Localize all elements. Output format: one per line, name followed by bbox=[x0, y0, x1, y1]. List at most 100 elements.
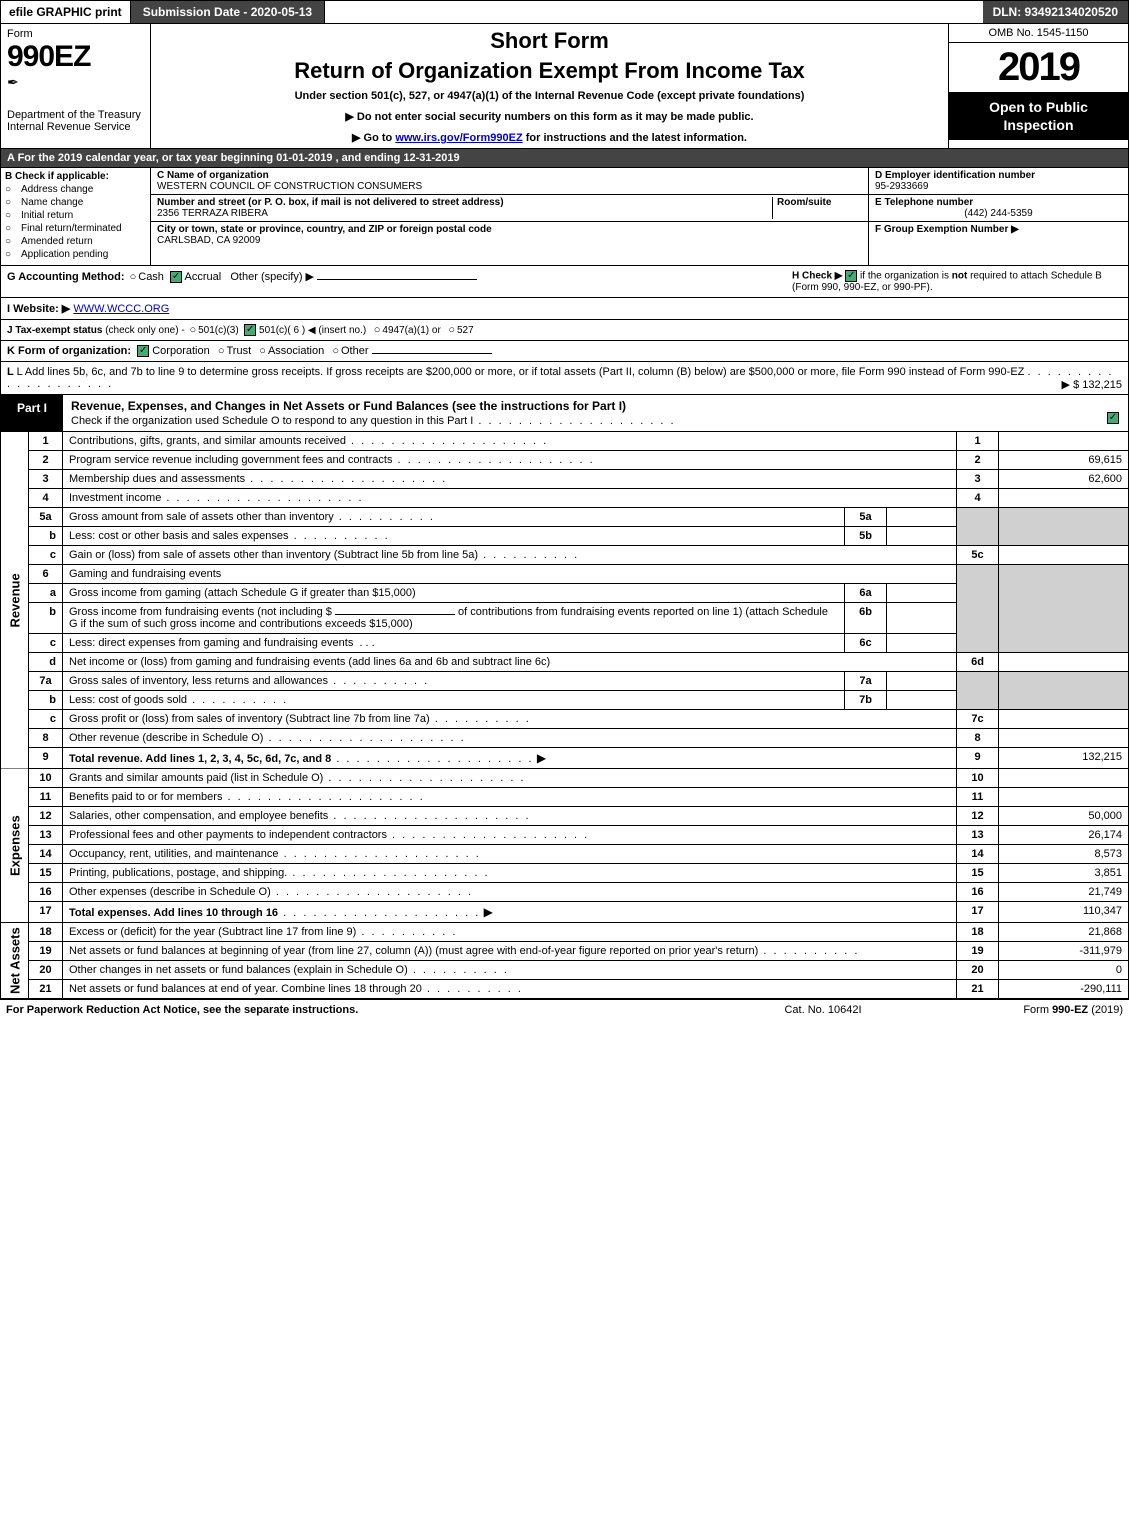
header-center: Short Form Return of Organization Exempt… bbox=[151, 24, 948, 148]
dept-treasury: Department of the Treasury bbox=[7, 109, 144, 121]
short-form-title: Short Form bbox=[159, 28, 940, 54]
part-i-schedule-o-check[interactable]: ✓ bbox=[1098, 395, 1128, 431]
chk-initial-return[interactable]: Initial return bbox=[5, 210, 146, 221]
line-17: 17 Total expenses. Add lines 10 through … bbox=[1, 902, 1129, 923]
row-j-status: J Tax-exempt status (check only one) - ○… bbox=[0, 320, 1129, 341]
goto-link-line: ▶ Go to www.irs.gov/Form990EZ for instru… bbox=[159, 131, 940, 144]
info-block: B Check if applicable: Address change Na… bbox=[0, 168, 1129, 266]
org-street: 2356 TERRAZA RIBERA bbox=[157, 208, 268, 219]
form-ref: Form 990-EZ (2019) bbox=[923, 1004, 1123, 1016]
chk-application-pending[interactable]: Application pending bbox=[5, 249, 146, 260]
top-bar: efile GRAPHIC print Submission Date - 20… bbox=[0, 0, 1129, 24]
irs: Internal Revenue Service bbox=[7, 121, 144, 133]
line-7c: c Gross profit or (loss) from sales of i… bbox=[1, 710, 1129, 729]
row-a-tax-year: A For the 2019 calendar year, or tax yea… bbox=[0, 149, 1129, 168]
l-amount: ▶ $ 132,215 bbox=[1062, 378, 1122, 391]
org-city: CARLSBAD, CA 92009 bbox=[157, 235, 260, 246]
part-i-check-note: Check if the organization used Schedule … bbox=[71, 415, 676, 427]
under-section: Under section 501(c), 527, or 4947(a)(1)… bbox=[159, 90, 940, 102]
row-l-gross-receipts: L L Add lines 5b, 6c, and 7b to line 9 t… bbox=[0, 362, 1129, 395]
org-name: WESTERN COUNCIL OF CONSTRUCTION CONSUMER… bbox=[157, 181, 422, 192]
j-note: (check only one) - bbox=[105, 325, 187, 336]
col-b-checkboxes: B Check if applicable: Address change Na… bbox=[1, 168, 151, 265]
k-other[interactable]: Other bbox=[341, 345, 369, 357]
line-11: 11 Benefits paid to or for members 11 bbox=[1, 788, 1129, 807]
side-revenue: Revenue bbox=[1, 432, 29, 769]
k-corp-check[interactable]: ✓ bbox=[137, 345, 149, 357]
chk-final-return[interactable]: Final return/terminated bbox=[5, 223, 146, 234]
chk-amended-return[interactable]: Amended return bbox=[5, 236, 146, 247]
line-9: 9 Total revenue. Add lines 1, 2, 3, 4, 5… bbox=[1, 748, 1129, 769]
h-not: not bbox=[952, 271, 968, 282]
line-6: 6 Gaming and fundraising events bbox=[1, 565, 1129, 584]
col-b-header: B Check if applicable: bbox=[5, 171, 146, 182]
line-21: 21 Net assets or fund balances at end of… bbox=[1, 980, 1129, 999]
col-c-org-info: C Name of organization WESTERN COUNCIL O… bbox=[151, 168, 868, 265]
j-501c: 501(c)( 6 ) ◀ (insert no.) bbox=[259, 325, 366, 336]
j-4947[interactable]: 4947(a)(1) or bbox=[382, 325, 440, 336]
f-group-label: F Group Exemption Number ▶ bbox=[875, 224, 1019, 235]
j-501c3[interactable]: 501(c)(3) bbox=[198, 325, 239, 336]
g-accounting: G Accounting Method: ○Cash ✓ Accrual Oth… bbox=[7, 270, 782, 293]
j-527[interactable]: 527 bbox=[457, 325, 474, 336]
j-label: J Tax-exempt status bbox=[7, 325, 102, 336]
e-tel-label: E Telephone number bbox=[875, 197, 973, 208]
c-room-label: Room/suite bbox=[777, 197, 831, 208]
g-accrual: Accrual bbox=[185, 271, 222, 283]
i-label: I Website: ▶ bbox=[7, 303, 70, 315]
line-7a: 7a Gross sales of inventory, less return… bbox=[1, 672, 1129, 691]
do-not-enter-ssn: ▶ Do not enter social security numbers o… bbox=[159, 110, 940, 123]
h-label: H Check ▶ bbox=[792, 271, 842, 282]
k-label: K Form of organization: bbox=[7, 345, 131, 357]
col-d-identifiers: D Employer identification number 95-2933… bbox=[868, 168, 1128, 265]
telephone: (442) 244-5359 bbox=[875, 208, 1122, 219]
g-accrual-check[interactable]: ✓ bbox=[170, 271, 182, 283]
efile-print-button[interactable]: efile GRAPHIC print bbox=[1, 1, 131, 23]
g-other: Other (specify) ▶ bbox=[230, 271, 314, 283]
part-i-label: Part I bbox=[1, 395, 63, 431]
line-13: 13 Professional fees and other payments … bbox=[1, 826, 1129, 845]
line-8: 8 Other revenue (describe in Schedule O)… bbox=[1, 729, 1129, 748]
line-20: 20 Other changes in net assets or fund b… bbox=[1, 961, 1129, 980]
line-18: Net Assets 18 Excess or (deficit) for th… bbox=[1, 923, 1129, 942]
submission-date: Submission Date - 2020-05-13 bbox=[131, 1, 325, 23]
chk-address-change[interactable]: Address change bbox=[5, 184, 146, 195]
line-15: 15 Printing, publications, postage, and … bbox=[1, 864, 1129, 883]
line-2: 2 Program service revenue including gove… bbox=[1, 451, 1129, 470]
row-g-h: G Accounting Method: ○Cash ✓ Accrual Oth… bbox=[0, 266, 1129, 298]
line-4: 4 Investment income 4 bbox=[1, 489, 1129, 508]
k-trust[interactable]: Trust bbox=[227, 345, 252, 357]
row-i-website: I Website: ▶ WWW.WCCC.ORG bbox=[0, 298, 1129, 320]
j-501c-check[interactable]: ✓ bbox=[244, 324, 256, 336]
d-ein-label: D Employer identification number bbox=[875, 170, 1035, 181]
paperwork-notice: For Paperwork Reduction Act Notice, see … bbox=[6, 1004, 723, 1016]
c-city-label: City or town, state or province, country… bbox=[157, 224, 492, 235]
line-6d: d Net income or (loss) from gaming and f… bbox=[1, 653, 1129, 672]
open-to-public: Open to Public Inspection bbox=[949, 92, 1128, 140]
line-5a: 5a Gross amount from sale of assets othe… bbox=[1, 508, 1129, 527]
line-1: Revenue 1 Contributions, gifts, grants, … bbox=[1, 432, 1129, 451]
g-cash[interactable]: Cash bbox=[138, 271, 164, 283]
form-number: 990EZ bbox=[7, 40, 144, 74]
goto-post: for instructions and the latest informat… bbox=[526, 132, 747, 144]
h-check: H Check ▶ ✓ if the organization is not r… bbox=[782, 270, 1122, 293]
irs-link[interactable]: www.irs.gov/Form990EZ bbox=[395, 132, 522, 144]
l-text: L Add lines 5b, 6c, and 7b to line 9 to … bbox=[17, 366, 1025, 378]
line-19: 19 Net assets or fund balances at beginn… bbox=[1, 942, 1129, 961]
form-word: Form bbox=[7, 28, 144, 40]
row-k-org-form: K Form of organization: ✓ Corporation ○T… bbox=[0, 341, 1129, 362]
header-left: Form 990EZ ✒ Department of the Treasury … bbox=[1, 24, 151, 148]
h-checkbox[interactable]: ✓ bbox=[845, 270, 857, 282]
line-12: 12 Salaries, other compensation, and emp… bbox=[1, 807, 1129, 826]
chk-name-change[interactable]: Name change bbox=[5, 197, 146, 208]
ein: 95-2933669 bbox=[875, 181, 928, 192]
c-street-label: Number and street (or P. O. box, if mail… bbox=[157, 197, 504, 208]
line-16: 16 Other expenses (describe in Schedule … bbox=[1, 883, 1129, 902]
k-assoc[interactable]: Association bbox=[268, 345, 324, 357]
website-link[interactable]: WWW.WCCC.ORG bbox=[73, 303, 169, 315]
side-net-assets: Net Assets bbox=[1, 923, 29, 999]
cat-no: Cat. No. 10642I bbox=[723, 1004, 923, 1016]
return-title: Return of Organization Exempt From Incom… bbox=[159, 58, 940, 84]
part-i-title: Revenue, Expenses, and Changes in Net As… bbox=[63, 395, 1098, 431]
part-i-header: Part I Revenue, Expenses, and Changes in… bbox=[0, 395, 1129, 432]
